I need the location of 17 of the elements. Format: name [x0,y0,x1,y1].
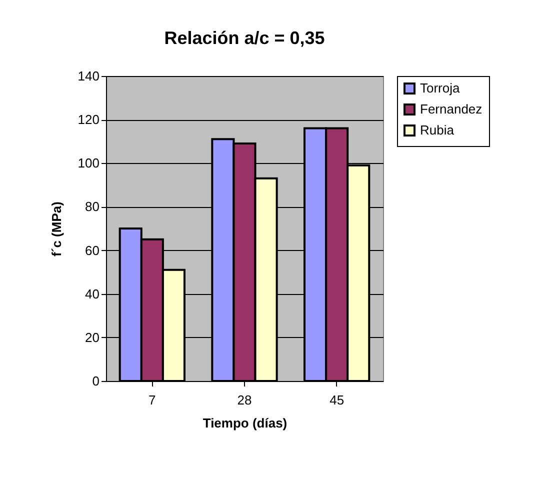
y-tick-label: 40 [85,286,100,302]
chart-title: Relación a/c = 0,35 [164,28,325,48]
y-tick-label: 20 [85,330,100,345]
x-tick-label: 28 [237,392,252,408]
y-tick-label: 60 [85,242,100,258]
x-tick-label: 7 [148,392,156,408]
legend-label: Fernandez [420,102,482,116]
legend-label: Rubia [420,122,455,138]
y-tick-label: 120 [78,112,100,128]
x-axis-title: Tiempo (días) [202,416,288,430]
y-tick-label: 140 [78,68,100,84]
y-tick-label: 0 [92,374,100,388]
x-tick-label: 45 [330,392,344,408]
y-tick-label: 100 [78,156,100,171]
y-tick-label: 80 [85,199,100,214]
y-axis-title: f´c (MPa) [48,202,64,256]
legend-label: Torroja [420,80,461,96]
